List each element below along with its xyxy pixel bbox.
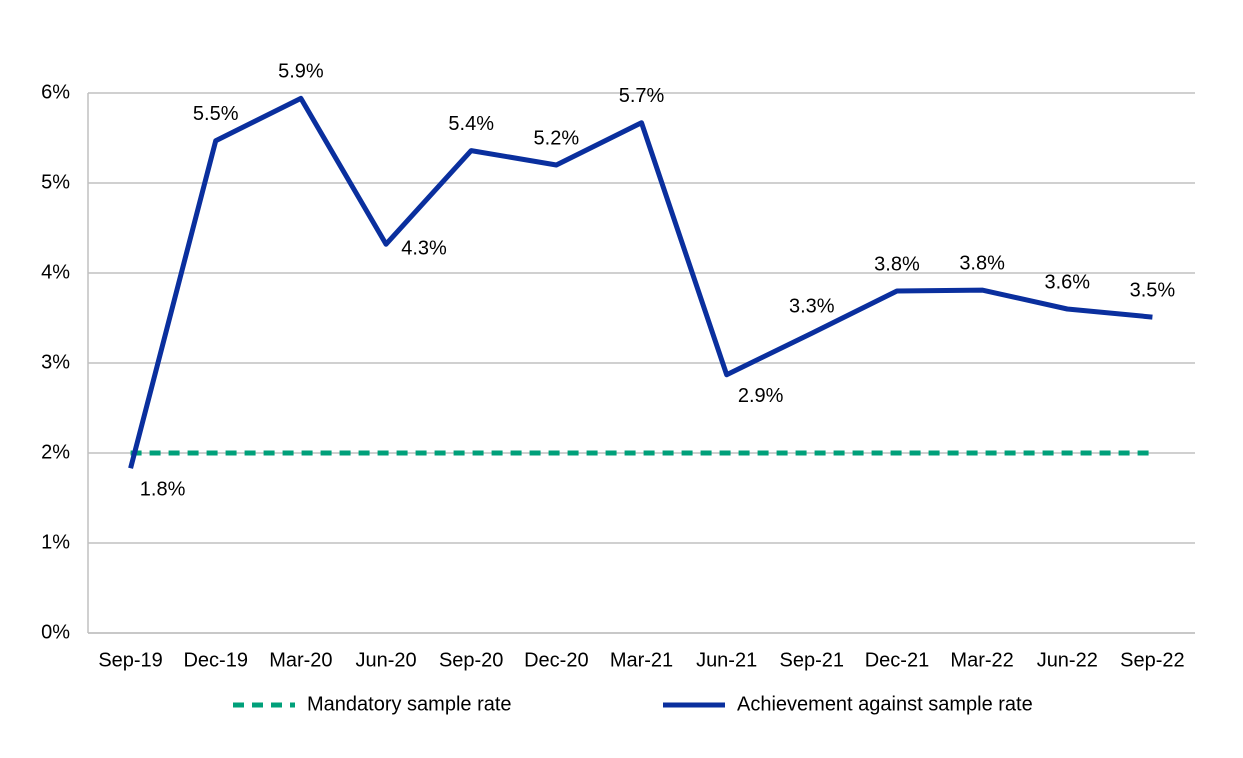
y-tick-label: 2% — [41, 441, 70, 463]
data-label: 5.4% — [448, 113, 494, 135]
x-tick-label: Mar-21 — [610, 649, 673, 671]
x-tick-label: Dec-19 — [183, 649, 247, 671]
legend-label: Achievement against sample rate — [737, 693, 1033, 715]
y-tick-label: 6% — [41, 81, 70, 103]
x-tick-label: Sep-19 — [98, 649, 163, 671]
data-label: 3.8% — [874, 253, 920, 275]
x-tick-label: Dec-20 — [524, 649, 588, 671]
data-label: 2.9% — [738, 385, 784, 407]
data-label: 1.8% — [140, 479, 186, 501]
x-tick-label: Sep-20 — [439, 649, 504, 671]
x-tick-label: Jun-21 — [696, 649, 757, 671]
data-label: 3.5% — [1130, 279, 1176, 301]
y-tick-label: 3% — [41, 351, 70, 373]
x-tick-label: Dec-21 — [865, 649, 929, 671]
x-tick-label: Sep-22 — [1120, 649, 1185, 671]
y-tick-label: 1% — [41, 531, 70, 553]
y-tick-label: 0% — [41, 621, 70, 643]
data-label: 5.5% — [193, 103, 239, 125]
data-label: 4.3% — [401, 237, 447, 259]
series-line — [128, 95, 1153, 469]
x-tick-label: Jun-20 — [355, 649, 416, 671]
x-tick-label: Mar-20 — [269, 649, 332, 671]
data-label: 5.2% — [534, 127, 580, 149]
data-label: 3.3% — [789, 296, 835, 318]
x-tick-label: Mar-22 — [950, 649, 1013, 671]
data-label: 5.7% — [619, 85, 665, 107]
y-tick-label: 4% — [41, 261, 70, 283]
data-label: 3.8% — [959, 252, 1005, 274]
y-tick-label: 5% — [41, 171, 70, 193]
x-tick-label: Jun-22 — [1037, 649, 1098, 671]
data-label: 3.6% — [1044, 271, 1090, 293]
x-tick-label: Sep-21 — [780, 649, 845, 671]
legend-label: Mandatory sample rate — [307, 693, 512, 715]
data-label: 5.9% — [278, 61, 324, 83]
